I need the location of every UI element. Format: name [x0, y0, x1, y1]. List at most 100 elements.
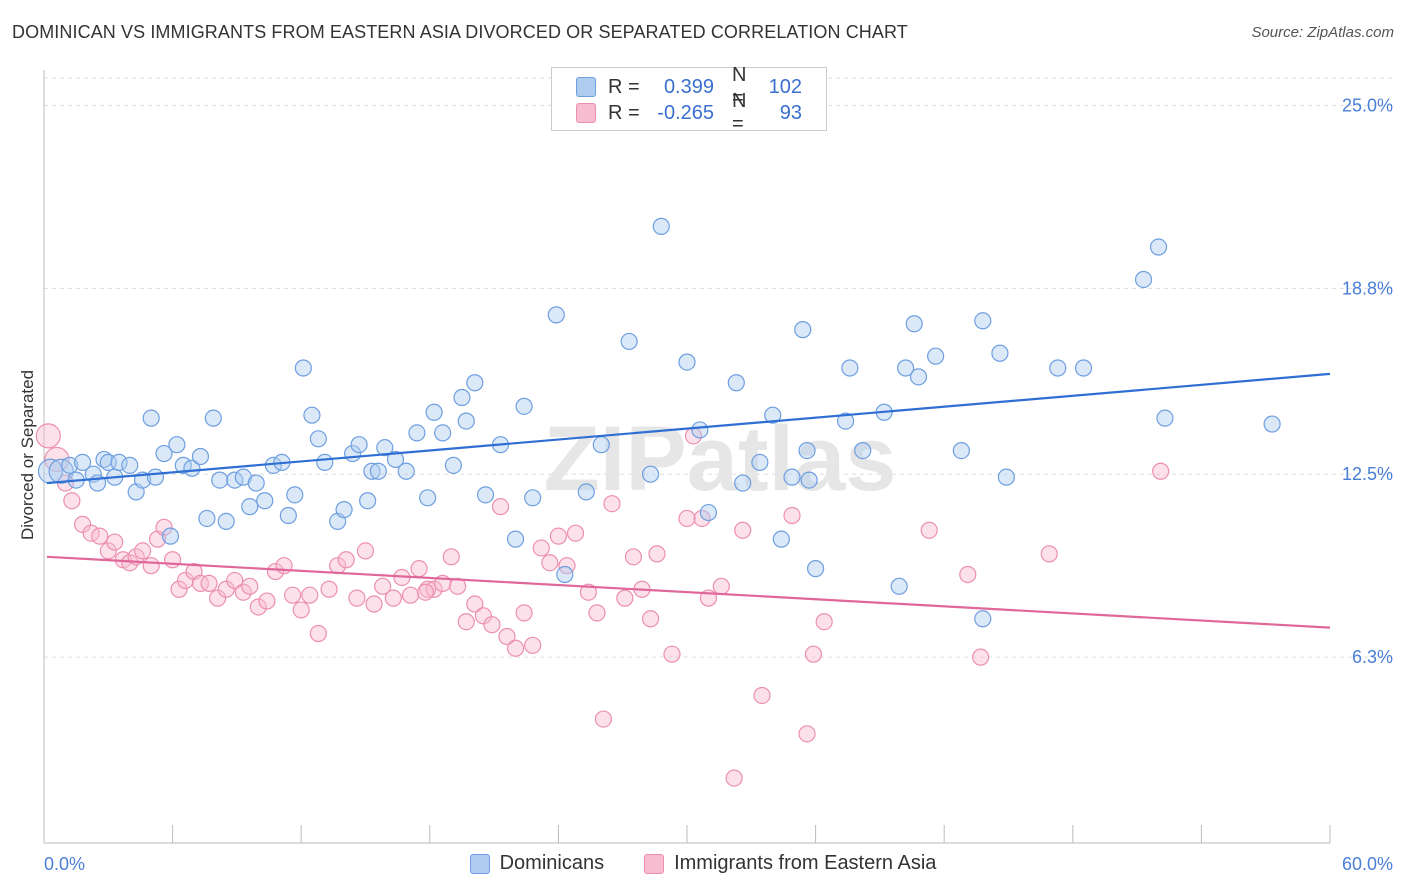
data-point [365, 595, 383, 613]
data-point [1156, 409, 1174, 427]
data-point [466, 595, 484, 613]
data-point [247, 474, 265, 492]
data-point [226, 571, 244, 590]
data-point [524, 636, 542, 654]
data-point [524, 489, 542, 507]
data-point [841, 359, 859, 377]
data-point [444, 456, 462, 474]
legend-r-value: -0.265 [657, 101, 714, 124]
data-point [301, 586, 319, 604]
data-point [579, 583, 598, 601]
y-tick-label: 25.0% [1342, 95, 1393, 115]
data-point [549, 527, 568, 545]
data-point [442, 548, 460, 566]
data-point [63, 492, 81, 510]
data-point [384, 589, 402, 607]
data-point [200, 574, 218, 592]
data-point [425, 403, 443, 421]
data-point [416, 583, 435, 601]
data-point [191, 447, 210, 466]
data-point [652, 217, 670, 235]
data-point [419, 489, 437, 507]
data-point [476, 486, 495, 504]
data-point [678, 509, 696, 528]
data-point [641, 610, 660, 628]
legend-n-value: 93 [779, 101, 802, 124]
data-point [815, 613, 833, 631]
data-point [258, 592, 276, 610]
data-point [800, 471, 818, 489]
data-point [547, 306, 565, 324]
data-point [594, 710, 613, 728]
data-point [483, 616, 501, 634]
data-point [890, 577, 908, 595]
data-point [121, 456, 139, 474]
data-point [142, 409, 160, 427]
data-point [198, 509, 216, 528]
bottom-legend-label: Immigrants from Eastern Asia [674, 852, 937, 874]
data-point [1149, 238, 1168, 256]
data-point [588, 604, 606, 622]
data-point [952, 441, 970, 460]
data-point [286, 486, 304, 504]
y-tick-label: 12.5% [1342, 464, 1393, 484]
data-point [641, 465, 660, 483]
data-point [541, 554, 559, 572]
gridlines [44, 77, 1395, 658]
data-point [678, 353, 696, 371]
data-point [491, 498, 510, 516]
pink-series-points [35, 423, 1170, 787]
data-point [241, 577, 259, 595]
data-point [1134, 270, 1153, 289]
data-point [209, 589, 227, 607]
legend-n-value: 102 [768, 75, 802, 98]
data-point [249, 598, 267, 616]
data-point [419, 580, 437, 598]
data-point [772, 530, 790, 548]
data-point [577, 483, 595, 501]
data-point [241, 498, 259, 516]
data-point [335, 501, 353, 519]
data-point [837, 412, 855, 430]
data-point [35, 423, 61, 449]
data-point [91, 527, 109, 545]
data-point [734, 474, 752, 492]
legend-r-label: R = [608, 75, 640, 98]
data-point [927, 347, 945, 365]
data-point [401, 586, 420, 604]
legend-swatch-blue [576, 77, 596, 97]
data-point [974, 312, 992, 330]
data-point [466, 374, 484, 392]
data-point [142, 557, 160, 575]
legend-row-pink: R = -0.265 N = 93 [576, 90, 802, 135]
legend-r-value: 0.399 [663, 75, 714, 98]
data-point [804, 645, 823, 663]
data-point [211, 471, 229, 489]
bottom-legend-label: Dominicans [499, 852, 605, 874]
data-point [183, 459, 201, 477]
data-point [699, 503, 718, 522]
data-point [1152, 462, 1170, 480]
data-point [798, 441, 816, 460]
data-point [217, 512, 235, 531]
data-point [506, 639, 525, 657]
data-point [48, 458, 74, 484]
data-point [783, 506, 801, 525]
data-point [350, 436, 368, 454]
data-point [515, 397, 533, 415]
data-point [725, 769, 743, 787]
data-point [959, 565, 977, 584]
data-point [909, 368, 928, 386]
data-point [434, 424, 452, 442]
data-point [356, 542, 375, 560]
trendline-dominicans [46, 372, 1331, 485]
bottom-legend: Dominicans Immigrants from Eastern Asia [0, 852, 1406, 875]
data-point [566, 524, 585, 542]
data-point [292, 601, 310, 619]
data-point [376, 439, 394, 457]
data-point [794, 321, 812, 339]
data-point [798, 725, 816, 743]
data-point [905, 315, 923, 333]
data-point [620, 332, 638, 351]
